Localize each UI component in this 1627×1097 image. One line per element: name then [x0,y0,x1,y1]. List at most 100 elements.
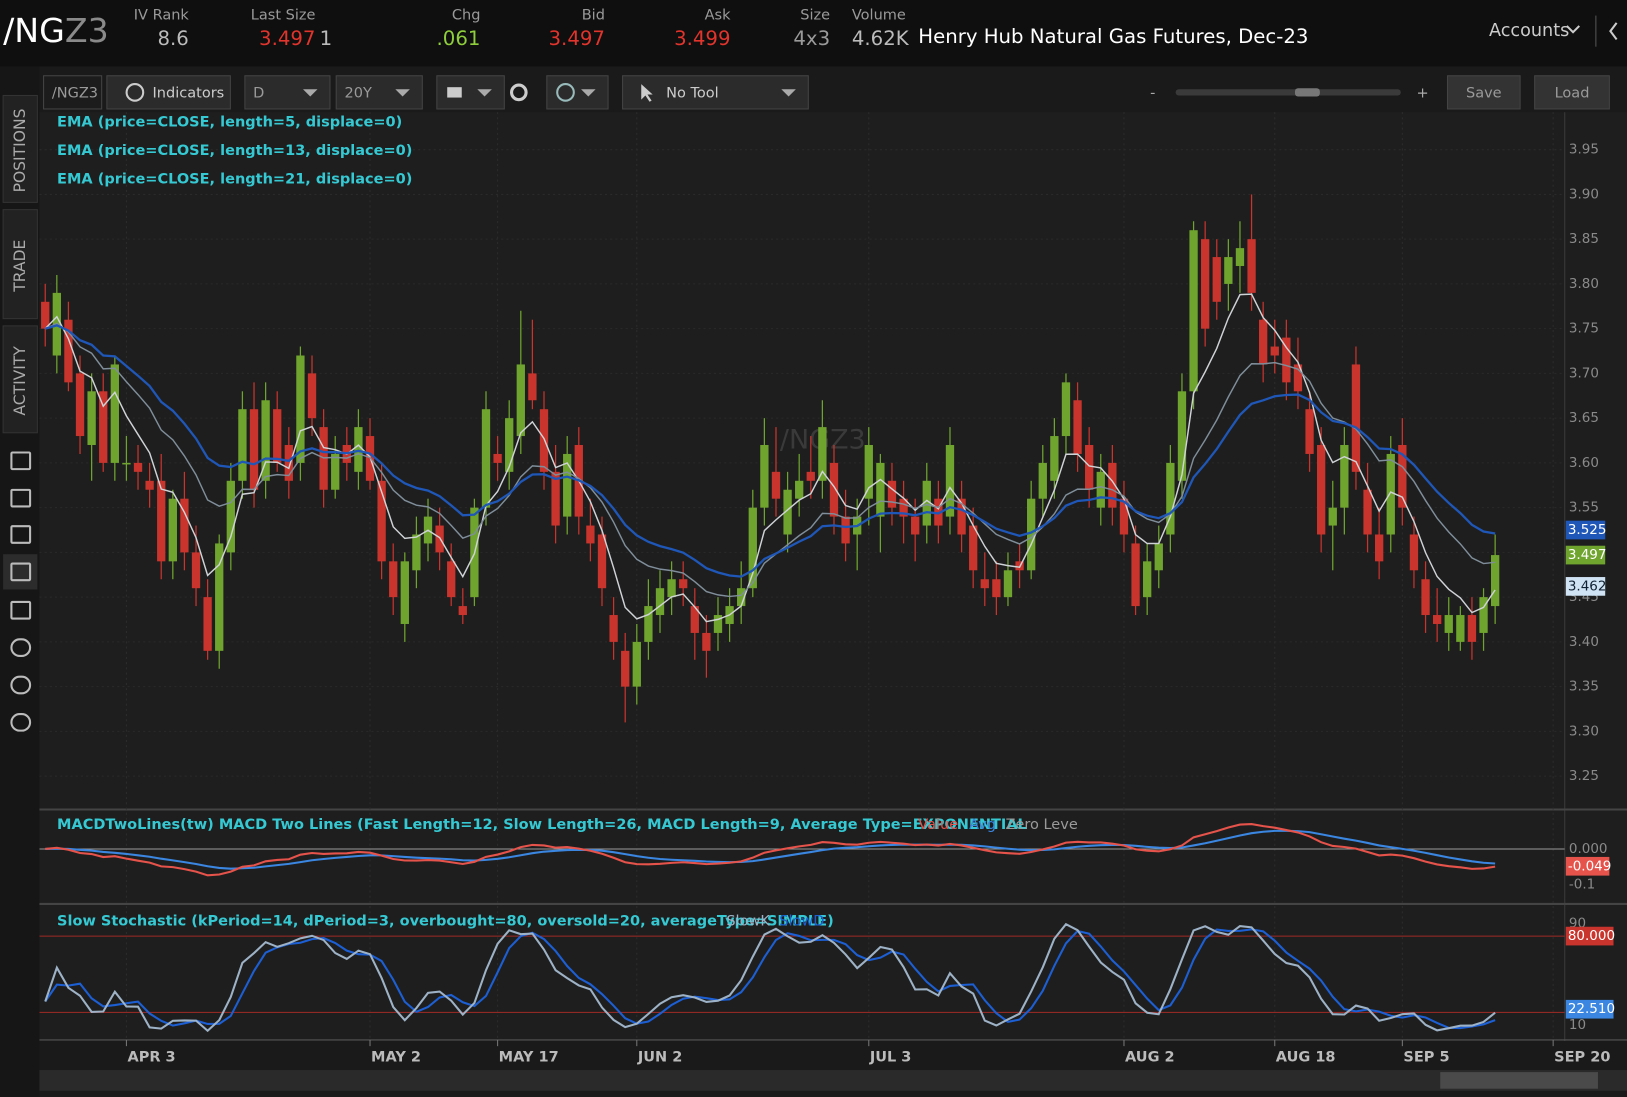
candle-body [41,301,50,329]
candle-body [87,391,96,445]
description: Henry Hub Natural Gas Futures, Dec-23 [918,25,1308,48]
candle-body [1456,615,1465,642]
legend-entry[interactable]: Avg [969,817,996,833]
field-label: Chg [452,8,481,24]
candle-body [284,444,293,481]
stochastic-title: Slow Stochastic (kPeriod=14, dPeriod=3, … [57,914,834,930]
candle-body [1050,436,1059,481]
scrollbar-thumb[interactable] [1440,1072,1598,1089]
candle-body [1259,319,1268,365]
sidebar-icon[interactable] [10,675,32,695]
ema-line [44,324,1496,578]
legend-entry[interactable]: SlowK [726,914,770,930]
period-select[interactable] [335,75,423,110]
sidebar-icon[interactable] [10,488,32,508]
candle-body [1061,382,1071,437]
candle-body [1131,543,1140,607]
x-tick-label: AUG 2 [1125,1050,1175,1066]
candle-body [249,409,259,490]
candle-body [1317,444,1326,535]
y-tick-label: 3.55 [1569,500,1599,516]
candle-body [597,534,607,589]
macd-badge [1565,856,1610,876]
sidebar-tab-label[interactable]: TRADE [11,240,29,293]
field-value: 3.499 [674,27,730,50]
candle-body [1224,257,1233,284]
candle-body [864,444,873,499]
sidebar-icon[interactable] [10,525,32,544]
settings-icon[interactable] [509,83,528,102]
sidebar-tab[interactable] [2,94,38,203]
legend-entry[interactable]: SlowD [779,914,824,930]
candle-body [818,427,827,481]
candle-body [1490,555,1500,607]
y-tick-label: 3.40 [1569,634,1599,650]
candle-body [539,409,549,472]
field-value: 3.497 [259,27,315,50]
study-label: EMA (price=CLOSE, length=5, displace=0) [57,114,402,130]
accounts-button[interactable]: Accounts [1489,21,1569,41]
candle-body [191,552,201,589]
candle-body [1409,534,1419,571]
candle-body [99,391,108,463]
chevron [1566,25,1581,34]
candle-body [713,615,723,633]
candle-body [1375,534,1384,562]
sidebar-icon[interactable] [10,600,32,620]
style-select[interactable] [436,75,505,110]
candle-body [1247,239,1256,293]
aggregation-select[interactable] [244,75,331,110]
stochastic-pane [39,922,1565,1033]
macd-avg-line [45,829,1496,870]
zoom-out[interactable]: - [1150,85,1155,101]
tool-select[interactable] [622,75,809,110]
sidebar-icon[interactable] [10,638,32,657]
sidebar-icon[interactable] [10,562,32,582]
y-tick-label: 3.35 [1569,679,1599,695]
sidebar-tab[interactable] [2,209,38,320]
candle-body [447,561,456,598]
candle-body [133,462,143,472]
sidebar-tab[interactable] [2,325,38,434]
candle-body [1189,230,1198,392]
load-button[interactable] [1534,75,1610,110]
drawing-select[interactable] [546,75,609,110]
candle-body [922,480,931,526]
sidebar-tab-label[interactable]: POSITIONS [11,109,29,193]
indicators-button-label[interactable]: Indicators [153,85,225,101]
sidebar-tab-label[interactable]: ACTIVITY [11,346,29,416]
symbol-input[interactable] [43,75,103,110]
aggregation-select-label[interactable]: D [253,85,264,101]
drawing-icon [556,83,575,102]
candle-body [261,400,270,481]
symbol-input-label[interactable]: /NGZ3 [52,85,98,101]
legend-entry[interactable]: Value [918,817,958,833]
stochastic-badge-label: 22.510 [1568,1001,1615,1017]
save-button-label[interactable]: Save [1466,85,1502,101]
load-button-label[interactable]: Load [1555,85,1590,101]
candle-body [400,561,409,624]
save-button[interactable] [1446,75,1521,110]
scrollbar[interactable] [39,1070,1627,1091]
y-tick-label: 3.95 [1569,142,1599,158]
price-badge-label: 3.462 [1568,578,1607,594]
candle-body [1154,543,1163,571]
zoom-track[interactable] [1175,89,1401,96]
legend-entry[interactable]: Zero Leve [1005,817,1077,833]
zoom-in[interactable]: + [1417,85,1429,101]
candle-body [609,615,618,642]
candle-body [1398,444,1407,508]
period-select-label[interactable]: 20Y [344,85,371,101]
macd-pane [39,823,1565,877]
sidebar-icon[interactable] [10,712,32,732]
macd-badge-label: -0.049 [1568,858,1611,874]
zoom-thumb[interactable] [1294,88,1320,97]
candle-body [667,579,676,598]
sidebar-icon[interactable] [10,451,32,471]
candle-body [505,418,514,472]
candle-body [771,471,781,499]
y-tick-label: 3.65 [1569,410,1599,426]
candle-body [110,364,119,463]
candle-body [957,498,966,535]
tool-select-label[interactable]: No Tool [666,85,719,101]
